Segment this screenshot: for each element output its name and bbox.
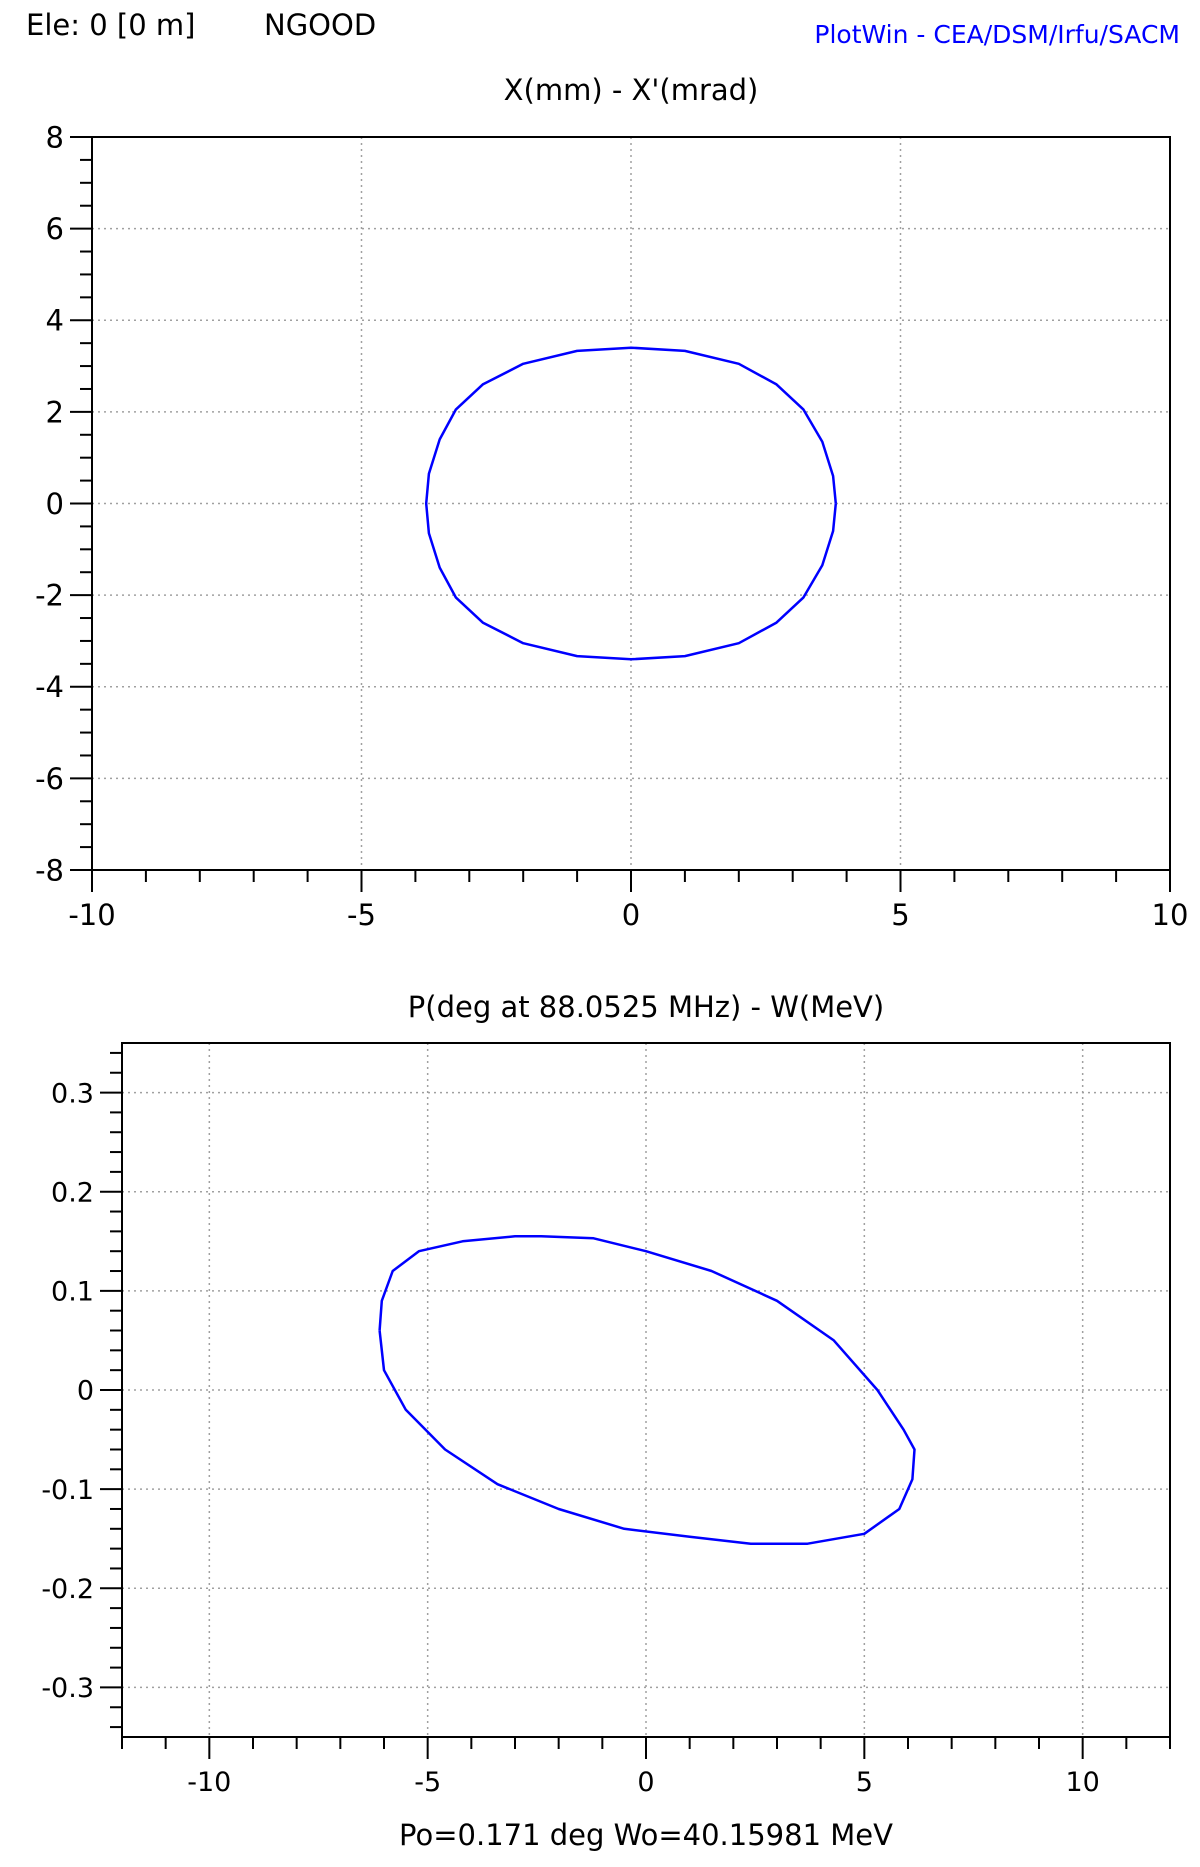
x-tick-labels: -10 -5 0 5 10 [68,898,1188,932]
transverse-phase-space-chart: X(mm) - X'(mrad) -10 -5 0 5 10 8 6 4 2 0 -2 -4 -6 -8 [35,73,1188,932]
x-tick-label: 5 [891,898,909,932]
longitudinal-phase-space-chart: P(deg at 88.0525 MHz) - W(MeV) -10 -5 0 5 10 0… [41,990,1171,1852]
y-tick-label: 0.3 [51,1078,94,1109]
x-tick-label: 10 [1065,1767,1099,1798]
phase-ellipse-curve [424,346,838,661]
x-tick-labels: -10 -5 0 5 10 [187,1767,1100,1798]
x-tick-label: -10 [68,898,115,932]
y-tick-label: -0.2 [41,1574,94,1605]
x-tick-label: -5 [414,1767,441,1798]
y-tick-label: 0.2 [51,1177,94,1208]
chart-title: X(mm) - X'(mrad) [504,73,759,107]
y-tick-label: 0 [46,487,64,521]
x-tick-label: 5 [856,1767,873,1798]
app-credit-label: PlotWin - CEA/DSM/Irfu/SACM [814,20,1180,49]
phase-ellipse-curve [378,1235,916,1545]
y-tick-label: 0.1 [51,1277,94,1308]
x-tick-label: 10 [1152,898,1189,932]
x-axis-label: Po=0.171 deg Wo=40.15981 MeV [399,1818,893,1852]
y-tick-label: 6 [46,212,64,246]
y-tick-label: 4 [46,304,64,338]
x-tick-label: -5 [347,898,376,932]
y-tick-label: -6 [35,762,64,796]
y-tick-label: -0.3 [41,1673,94,1704]
ngood-label: NGOOD [264,8,377,42]
y-tick-label: 0 [77,1376,94,1407]
y-tick-label: -0.1 [41,1475,94,1506]
x-tick-label: 0 [637,1767,654,1798]
x-tick-label: 0 [622,898,640,932]
y-tick-label: 2 [46,395,64,429]
element-position-label: Ele: 0 [0 m] [26,8,196,42]
y-tick-label: -4 [35,670,64,704]
chart-title: P(deg at 88.0525 MHz) - W(MeV) [408,990,884,1024]
y-tick-label: -8 [35,853,64,887]
y-tick-label: 8 [46,120,64,154]
y-tick-label: -2 [35,579,64,613]
x-tick-label: -10 [187,1767,231,1798]
